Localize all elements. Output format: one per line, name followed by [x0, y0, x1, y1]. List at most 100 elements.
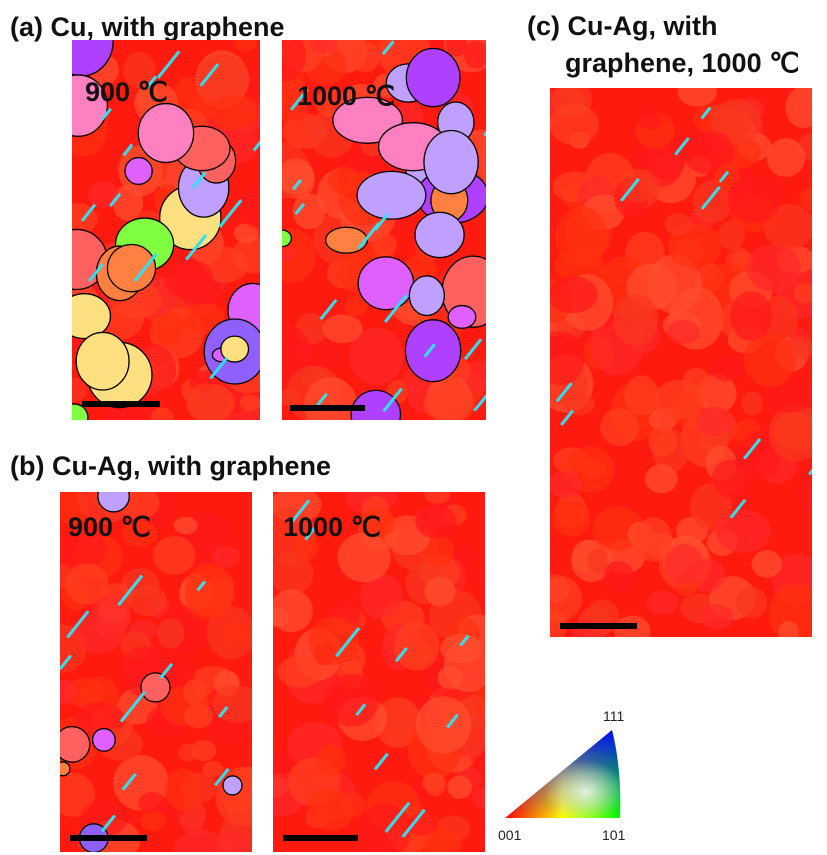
twin-streak: [289, 88, 309, 111]
twin-streak: [217, 706, 229, 719]
twin-streak: [808, 468, 812, 476]
twin-streak: [60, 654, 72, 670]
grain: [183, 703, 214, 729]
grain: [220, 335, 250, 363]
twin-streak: [119, 690, 146, 723]
grain: [550, 276, 598, 314]
twin-streak: [560, 409, 575, 426]
grain: [552, 499, 591, 538]
grain: [202, 760, 224, 777]
grain: [97, 492, 130, 513]
grain: [60, 772, 95, 817]
grain: [797, 480, 812, 510]
twin-streak: [196, 580, 207, 592]
twin-streak: [319, 298, 338, 321]
panel-title: (b) Cu-Ag, with graphene: [10, 451, 331, 481]
grain: [72, 293, 112, 340]
grain: [799, 187, 812, 211]
grain: [184, 563, 234, 621]
twin-streak: [101, 107, 113, 121]
grain: [350, 389, 402, 420]
grain: [447, 304, 477, 329]
grain: [173, 516, 198, 535]
grain: [768, 583, 812, 637]
grain: [423, 385, 476, 420]
grain: [677, 88, 717, 107]
grain: [163, 259, 214, 300]
grain: [664, 213, 693, 236]
grain: [282, 75, 308, 122]
grain: [664, 544, 703, 585]
twin-streak: [374, 213, 389, 231]
twin-streak: [483, 130, 486, 137]
grain: [315, 744, 347, 776]
key-label: 101: [602, 827, 626, 843]
grain: [186, 383, 227, 420]
twin-streak: [355, 703, 367, 716]
grain: [766, 138, 806, 178]
grain: [715, 509, 771, 553]
grain: [727, 175, 781, 224]
scale-bars: [70, 401, 637, 841]
twin-streak: [381, 40, 395, 56]
twin-streak: [394, 646, 408, 663]
grain: [337, 532, 391, 583]
grain: [637, 109, 662, 130]
grain: [216, 832, 249, 852]
grain: [372, 232, 397, 257]
grain: [196, 54, 250, 106]
grain: [308, 617, 359, 665]
twin-streak: [373, 752, 389, 771]
grain: [60, 525, 106, 572]
panel-title: graphene, 1000 ℃: [565, 48, 799, 78]
grain: [152, 536, 196, 575]
twin-streak: [446, 713, 459, 729]
grain: [393, 621, 440, 671]
grain: [91, 727, 116, 752]
twin-streak: [191, 171, 207, 189]
twin-streak: [290, 499, 311, 524]
grain: [445, 40, 468, 57]
grain: [718, 220, 745, 250]
twin-streak: [463, 338, 483, 361]
grain: [711, 459, 753, 499]
grain: [224, 621, 252, 646]
twin-streak: [218, 199, 243, 229]
grain: [90, 594, 131, 639]
grain: [60, 761, 71, 777]
grain: [785, 88, 812, 129]
grain: [201, 246, 249, 283]
grain: [599, 408, 639, 447]
grain: [164, 768, 202, 811]
grain: [405, 47, 461, 108]
grain: [408, 275, 445, 317]
grain: [550, 470, 582, 499]
grain: [129, 584, 167, 617]
grain: [332, 96, 404, 144]
grain: [212, 545, 241, 568]
grain: [72, 377, 88, 403]
scale-bar: [560, 623, 637, 629]
grain: [696, 406, 732, 437]
twin-streak: [555, 382, 573, 403]
panel-title: (a) Cu, with graphene: [10, 12, 285, 42]
twin-streak: [199, 63, 220, 87]
grain: [730, 291, 772, 342]
grain: [634, 517, 673, 562]
temperature-label: 1000 ℃: [283, 512, 381, 542]
orientation-map: [273, 492, 485, 852]
grain: [359, 573, 403, 620]
key-label: 111: [603, 708, 624, 724]
twin-streak: [423, 343, 436, 358]
twin-streak: [209, 356, 229, 380]
grain: [344, 295, 368, 317]
grain: [550, 610, 568, 637]
twin-streak: [383, 294, 408, 324]
grain: [308, 787, 354, 831]
ebsd-maps: [60, 40, 812, 852]
twin-streak: [700, 185, 721, 210]
grain: [151, 407, 174, 420]
grain: [210, 94, 257, 131]
grain: [667, 319, 700, 344]
